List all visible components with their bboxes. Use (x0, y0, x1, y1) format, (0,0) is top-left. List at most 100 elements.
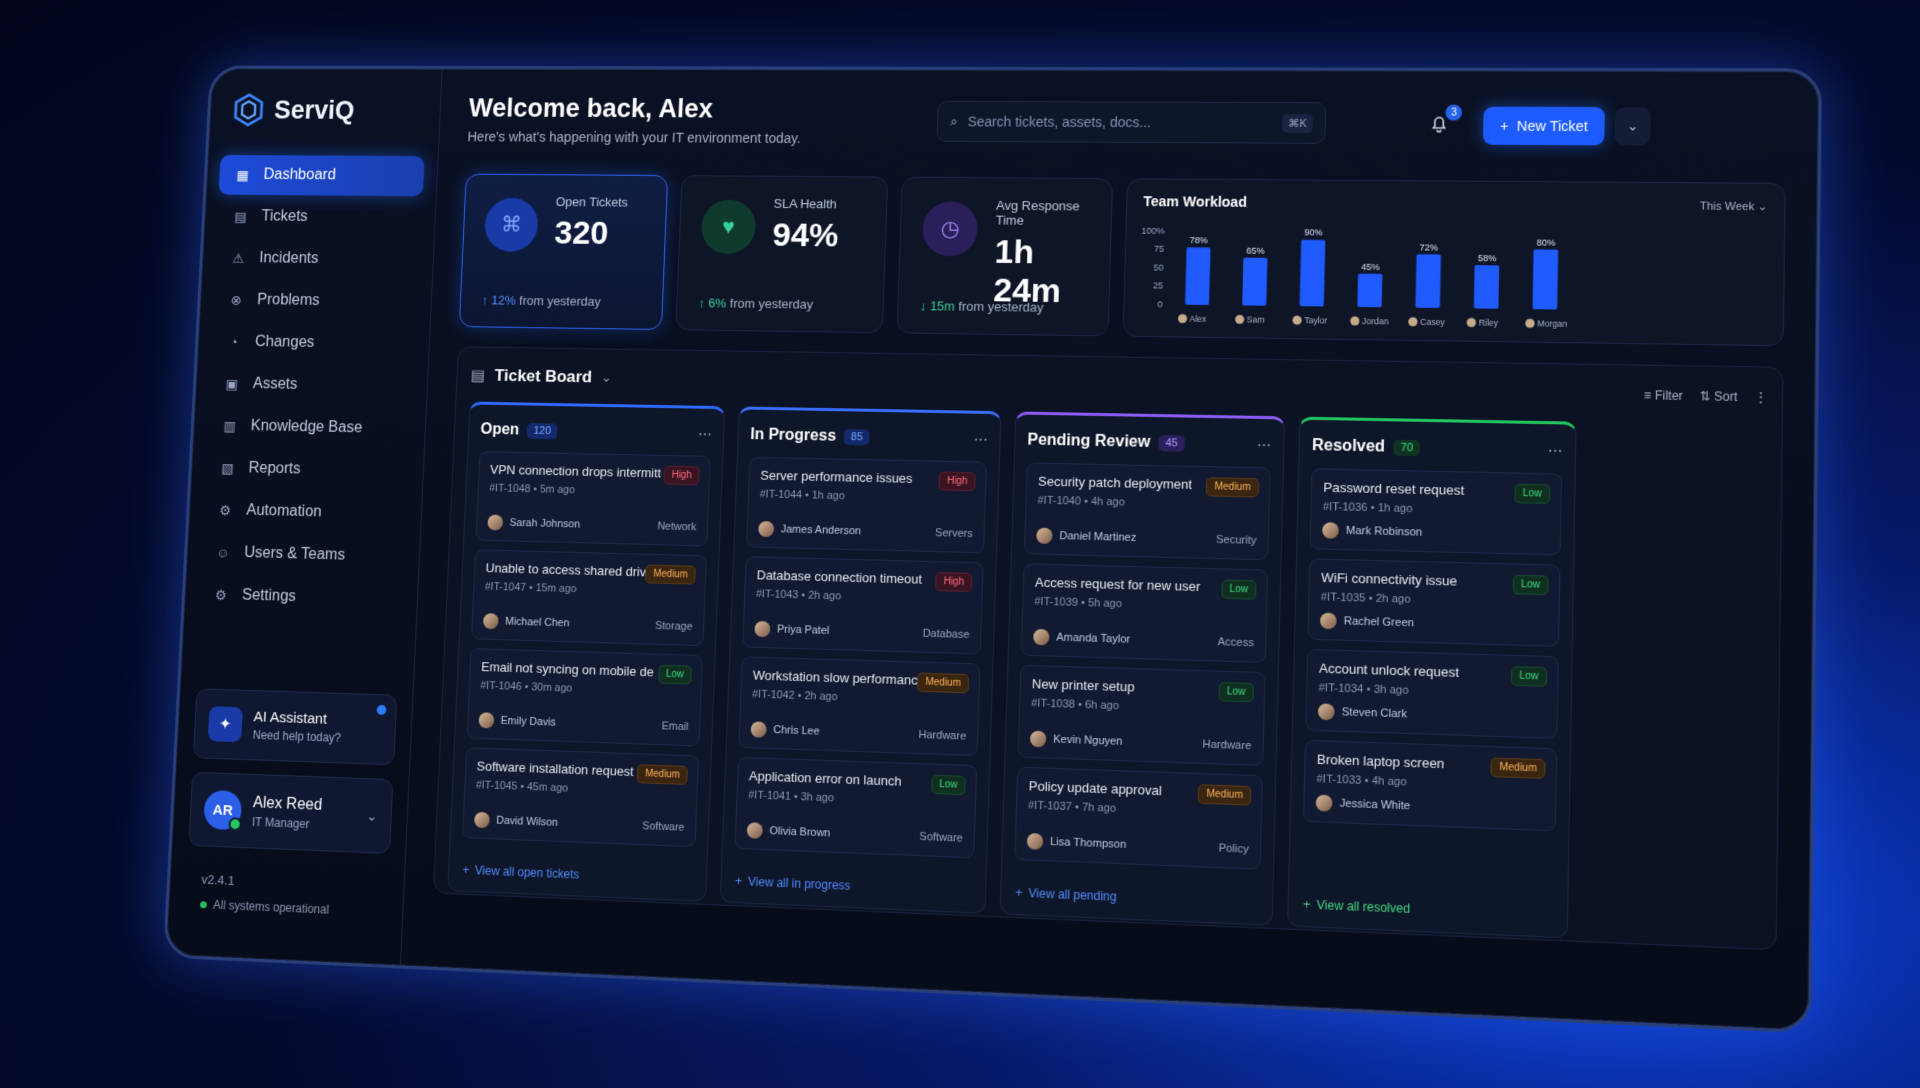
sidebar-item-problems[interactable]: ⊗ Problems (212, 280, 419, 323)
ticket-card[interactable]: Database connection timeout #IT-1043 • 2h… (742, 556, 983, 654)
ticket-id: #IT-1037 (1028, 799, 1072, 813)
stat-card[interactable]: ◷ Avg Response Time 1h 24m ↓ 15m from yeste… (896, 177, 1113, 337)
column-title[interactable]: Open (480, 421, 519, 439)
ticket-card[interactable]: Broken laptop screen #IT-1033 • 4h ago Med… (1303, 740, 1557, 832)
user-name: Alex Reed (253, 794, 323, 814)
ticket-card[interactable]: Application error on launch #IT-1041 • 3h… (734, 757, 977, 859)
ai-notification-dot (377, 705, 387, 715)
stat-label: SLA Health (773, 196, 869, 211)
sidebar-item-users-teams[interactable]: ☺ Users & Teams (199, 532, 407, 578)
plus-icon: + (735, 874, 742, 888)
ticket-category: Software (919, 831, 963, 845)
sidebar-item-settings[interactable]: ⚙ Settings (197, 574, 405, 620)
more-options-icon[interactable]: ⋯ (698, 426, 712, 443)
workload-range-select[interactable]: This Week ⌄ (1700, 200, 1768, 214)
sort-button[interactable]: ⇅ Sort (1700, 389, 1738, 404)
delta-value: 12% (491, 293, 516, 308)
sidebar-item-automation[interactable]: ⚙ Automation (201, 490, 409, 535)
delta-value: 15m (930, 298, 955, 313)
user-profile-card[interactable]: AR Alex Reed IT Manager ⌄ (188, 772, 393, 854)
y-tick-label: 75 (1154, 244, 1164, 254)
more-options-icon[interactable]: ⋯ (1257, 436, 1272, 453)
ticket-category: Network (657, 521, 696, 534)
ticket-id: #IT-1035 (1321, 591, 1366, 604)
bell-icon[interactable]: 3 (1428, 112, 1453, 136)
stat-card[interactable]: ♥ SLA Health 94% ↑ 6% from yesterday (675, 175, 888, 333)
ticket-card[interactable]: Software installation request #IT-1045 • … (462, 747, 699, 847)
ticket-id: #IT-1045 (476, 779, 518, 792)
delta-arrow-icon: ↑ (698, 295, 705, 310)
delta-arrow-icon: ↓ (920, 298, 927, 313)
stat-label: Open Tickets (556, 194, 650, 209)
column-title[interactable]: Resolved (1312, 437, 1385, 457)
column-count: 85 (844, 429, 870, 445)
avatar (1235, 315, 1244, 324)
view-all-link[interactable]: + View all resolved (1303, 897, 1410, 916)
workload-bar[interactable] (1185, 247, 1210, 305)
sidebar-item-incidents[interactable]: ⚠ Incidents (214, 238, 420, 280)
sidebar-item-changes[interactable]: ◔ Changes (210, 322, 417, 365)
ticket-card[interactable]: Workstation slow performance #IT-1042 • 2… (738, 656, 980, 756)
ticket-card[interactable]: Access request for new user #IT-1039 • 5h… (1021, 563, 1268, 663)
more-options-icon[interactable]: ⋯ (974, 431, 988, 448)
ai-assistant-card[interactable]: ✦ AI Assistant Need help today? (193, 688, 398, 765)
workload-bar[interactable] (1532, 249, 1558, 309)
ticket-card[interactable]: Security patch deployment #IT-1040 • 4h a… (1024, 462, 1271, 560)
column-header: Open 120 ⋯ (480, 416, 712, 448)
board-title[interactable]: Ticket Board (494, 366, 592, 387)
sidebar-item-label: Problems (257, 292, 320, 310)
ticket-title: Email not syncing on mobile device (481, 659, 654, 679)
sidebar-item-assets[interactable]: ▣ Assets (208, 363, 415, 407)
x-tick-label: Sam (1247, 314, 1265, 324)
sidebar-item-tickets[interactable]: ▤ Tickets (216, 196, 422, 238)
ticket-card[interactable]: WiFi connectivity issue #IT-1035 • 2h ago… (1307, 558, 1560, 647)
sidebar-item-knowledge-base[interactable]: ▥ Knowledge Base (206, 405, 413, 449)
ticket-meta: #IT-1040 • 4h ago (1037, 495, 1257, 512)
workload-bar[interactable] (1415, 254, 1441, 308)
ticket-card[interactable]: VPN connection drops intermittently #IT-1… (476, 451, 711, 546)
sidebar-item-dashboard[interactable]: ▦ Dashboard (219, 155, 425, 196)
sidebar-item-reports[interactable]: ▧ Reports (203, 447, 410, 492)
ticket-card[interactable]: Server performance issues #IT-1044 • 1h a… (746, 457, 987, 554)
view-all-link[interactable]: + View all in progress (735, 874, 851, 893)
ticket-footer: Michael Chen Storage (483, 613, 693, 635)
view-all-link[interactable]: + View all open tickets (462, 863, 579, 882)
chevron-down-icon[interactable]: ⌄ (601, 370, 612, 386)
column-title[interactable]: In Progress (750, 426, 836, 445)
more-options-icon[interactable]: ⋯ (1548, 442, 1563, 460)
ticket-card[interactable]: Account unlock request #IT-1034 • 3h ago L… (1305, 649, 1559, 739)
ticket-card[interactable]: Password reset request #IT-1036 • 1h ago L… (1310, 468, 1563, 555)
ticket-owner: Emily Davis (500, 715, 555, 729)
y-tick-label: 100% (1141, 226, 1164, 236)
chevron-down-icon[interactable]: ⌄ (366, 807, 378, 824)
ticket-card[interactable]: New printer setup #IT-1038 • 6h ago Low Kev… (1018, 665, 1266, 766)
ticket-title: Database connection timeout (756, 567, 933, 587)
workload-bar[interactable] (1474, 265, 1499, 309)
column-title[interactable]: Pending Review (1027, 432, 1150, 452)
automation-icon: ⚙ (216, 501, 234, 519)
new-ticket-button[interactable]: + New Ticket (1483, 107, 1605, 146)
ticket-meta: #IT-1036 • 1h ago (1323, 501, 1549, 518)
view-all-link[interactable]: + View all pending (1015, 885, 1117, 903)
ticket-owner: Mark Robinson (1346, 525, 1423, 539)
workload-bar[interactable] (1300, 240, 1326, 307)
filter-button[interactable]: ≡ Filter (1644, 388, 1683, 403)
avatar (1036, 528, 1052, 544)
ticket-card[interactable]: Unable to access shared drive #IT-1047 • … (471, 549, 707, 646)
avatar (1408, 317, 1417, 326)
ticket-card[interactable]: Email not syncing on mobile device #IT-10… (467, 648, 703, 746)
more-options-icon[interactable]: ⋮ (1754, 390, 1767, 405)
priority-badge: Low (1221, 579, 1257, 599)
ticket-card[interactable]: Policy update approval #IT-1037 • 7h ago M… (1014, 767, 1263, 870)
avatar (1292, 316, 1301, 325)
ticket-category: Policy (1218, 842, 1248, 855)
workload-bar[interactable] (1357, 274, 1382, 308)
brand[interactable]: ServiQ (221, 89, 428, 156)
workload-bar[interactable] (1242, 257, 1267, 305)
stat-card[interactable]: ⌘ Open Tickets 320 ↑ 12% from yesterday (459, 174, 668, 330)
sidebar-item-label: Dashboard (263, 167, 336, 185)
view-all-label: View all pending (1028, 886, 1117, 904)
x-tick-label: Casey (1420, 317, 1446, 327)
search-input[interactable]: ⌕ Search tickets, assets, docs... ⌘K (937, 101, 1327, 144)
new-ticket-dropdown-button[interactable]: ⌄ (1615, 107, 1651, 145)
